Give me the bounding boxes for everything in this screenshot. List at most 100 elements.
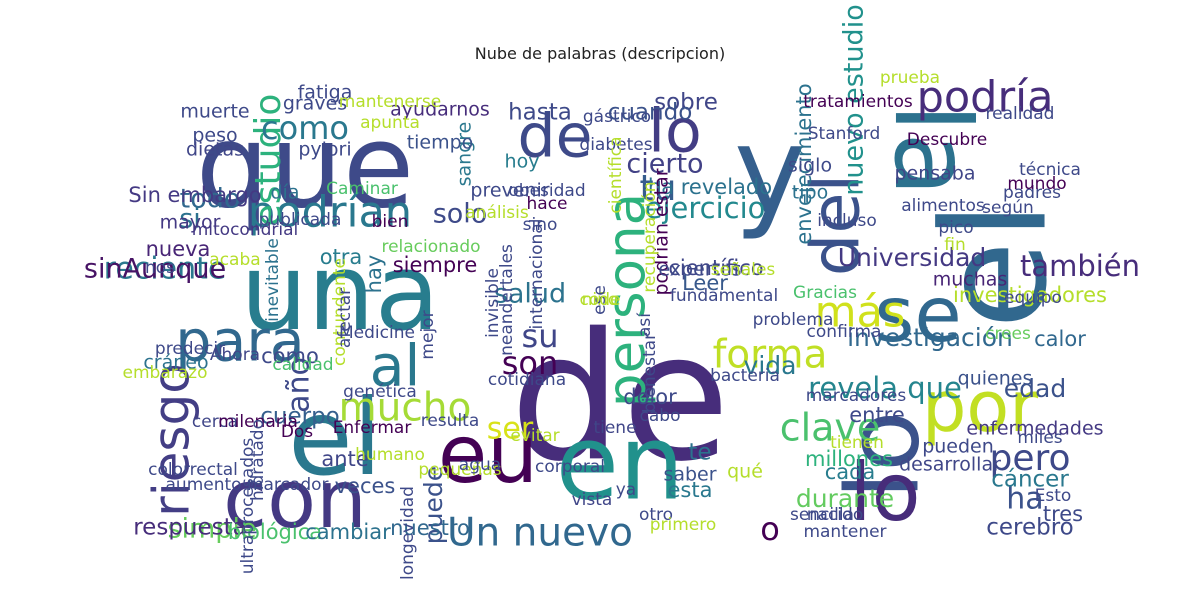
word-107: dietas	[186, 139, 244, 161]
word-15: de	[518, 102, 593, 172]
word-21: Un nuevo	[447, 511, 633, 556]
word-105: fatiga	[298, 82, 353, 104]
word-133: cerca	[192, 412, 238, 432]
word-46: solo	[433, 199, 488, 230]
word-89: siglo	[788, 155, 832, 177]
word-120: relacionado	[381, 237, 480, 257]
word-62: cuando	[608, 100, 693, 126]
word-157: tienen	[830, 433, 884, 453]
word-139: corporal	[535, 457, 605, 477]
word-189: internacional	[527, 219, 547, 330]
word-117: sino	[523, 215, 558, 235]
word-57: cáncer	[991, 467, 1069, 493]
word-61: hasta	[508, 100, 572, 126]
word-82: dolor	[623, 385, 677, 409]
word-145: aumento marcador	[166, 475, 329, 495]
word-169: alimentos	[901, 196, 985, 216]
word-41: también	[1020, 249, 1140, 283]
word-74: nuestro	[390, 516, 470, 540]
word-123: inevitable	[263, 238, 283, 322]
word-76: otra	[320, 245, 363, 269]
word-27: mucho	[339, 386, 472, 431]
word-113: prevenir	[470, 180, 549, 202]
word-124: contundente	[330, 258, 350, 366]
word-0: de	[510, 295, 730, 500]
word-127: predecir	[155, 339, 225, 359]
word-30: tu	[640, 168, 677, 209]
word-7: en	[556, 403, 685, 523]
word-26: forma	[713, 333, 828, 378]
word-55: edad	[1004, 374, 1066, 403]
word-53: investigación	[847, 323, 1013, 352]
word-59: cuerpo	[260, 404, 340, 430]
word-118: bien	[372, 212, 409, 232]
word-52: vida	[744, 351, 797, 380]
word-170: según	[982, 198, 1034, 218]
word-116: hace	[527, 194, 568, 214]
word-153: nacido	[807, 505, 863, 525]
word-110: día	[271, 182, 300, 204]
word-78: hay	[362, 255, 386, 294]
word-96: quienes	[958, 368, 1033, 390]
word-175: señales	[711, 260, 776, 280]
word-112: Caminar	[326, 179, 398, 199]
word-194: científica	[606, 136, 626, 213]
word-20: riesgo	[143, 363, 201, 517]
word-11: lo	[849, 446, 920, 539]
word-114: análisis	[465, 203, 529, 223]
word-143: hidratado	[248, 419, 268, 501]
word-135: Dos	[281, 422, 313, 442]
word-168: pico	[938, 218, 973, 238]
word-77: siempre	[393, 253, 478, 277]
word-122: acaba	[209, 250, 260, 270]
word-150: otro	[639, 505, 673, 525]
word-111: publicada	[259, 210, 342, 230]
word-83: ante	[321, 447, 368, 471]
word-164: problema	[753, 310, 834, 330]
word-137: resulta	[421, 411, 480, 431]
word-156: miles	[1017, 428, 1062, 448]
word-50: puede	[419, 466, 448, 544]
word-146: ultraprocesados	[238, 438, 258, 575]
word-31: como	[261, 109, 349, 147]
word-10: con	[223, 453, 367, 546]
word-128: Ahora	[210, 345, 260, 365]
word-75: veces	[335, 474, 396, 498]
word-100: hoy	[505, 151, 540, 173]
word-142: evitar	[510, 426, 559, 446]
word-13: del	[797, 174, 875, 276]
word-16: lo	[648, 97, 701, 167]
word-63: investigadores	[953, 283, 1107, 307]
word-152: sencilla	[790, 505, 854, 525]
word-185: mantenerse	[339, 92, 441, 112]
word-178: diabetes	[579, 135, 652, 155]
word-130: calidad	[272, 355, 333, 375]
word-196: ese	[590, 285, 610, 315]
word-167: fin	[944, 235, 965, 255]
word-151: primero	[650, 515, 717, 535]
word-69: entre	[849, 403, 905, 427]
word-115: obesidad	[508, 181, 585, 201]
word-72: biológica	[228, 520, 322, 544]
word-158: marcadores	[806, 386, 907, 406]
word-48: si	[179, 204, 201, 235]
word-160: bacteria	[710, 366, 780, 386]
word-17: persona	[597, 193, 658, 407]
word-101: tiempo	[407, 132, 474, 154]
word-93: desarrollar	[899, 454, 1001, 476]
word-87: podrían estar	[651, 168, 673, 295]
word-108: pylori	[298, 139, 351, 161]
word-192: bienestar	[640, 333, 660, 413]
word-81: te	[688, 440, 711, 466]
word-94: pueden	[922, 436, 994, 458]
word-126: Medicine	[339, 323, 415, 343]
word-184: apunta	[360, 113, 420, 133]
word-193: ya	[616, 480, 636, 500]
word-12: eu	[438, 408, 538, 501]
word-36: año	[282, 357, 317, 413]
word-188: neandertales	[497, 244, 517, 356]
word-4: la	[871, 103, 993, 197]
word-159: cabo	[640, 406, 681, 426]
word-88: pensaba	[894, 163, 975, 185]
